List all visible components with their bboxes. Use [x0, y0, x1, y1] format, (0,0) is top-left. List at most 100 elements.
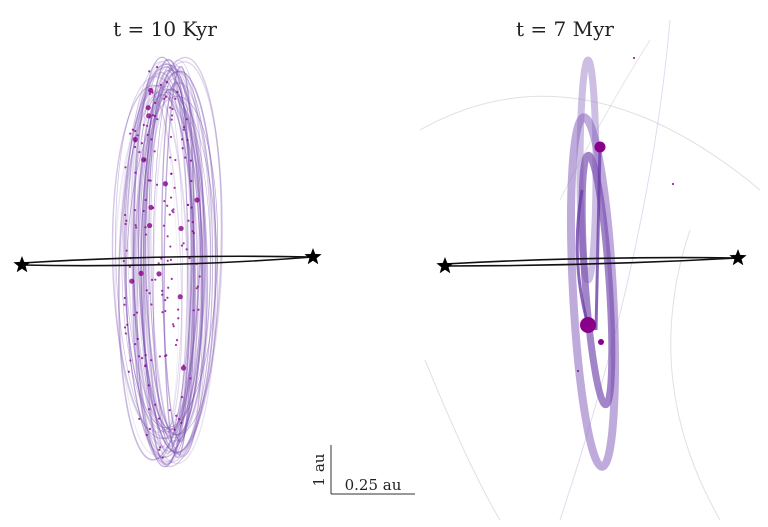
particle	[145, 289, 148, 292]
planet	[580, 317, 596, 333]
particle	[129, 359, 132, 362]
orbit	[152, 81, 200, 443]
particle	[152, 114, 155, 117]
particle	[148, 70, 151, 73]
particle	[124, 166, 127, 169]
particle	[123, 296, 126, 300]
particle	[123, 326, 127, 329]
orbit	[131, 61, 223, 463]
particle	[145, 433, 148, 437]
particle	[164, 309, 167, 313]
planet	[594, 141, 606, 153]
orbit	[139, 93, 179, 431]
particle	[168, 213, 171, 216]
particle	[160, 289, 164, 292]
particle	[178, 417, 181, 421]
particle	[144, 198, 147, 202]
particle	[194, 197, 200, 203]
particle	[185, 248, 188, 251]
particle	[177, 317, 180, 320]
orbit	[152, 78, 192, 446]
particle	[157, 417, 161, 420]
orbit	[137, 93, 196, 431]
particle	[134, 129, 137, 133]
particle	[577, 370, 579, 372]
particle	[156, 118, 159, 121]
particle	[128, 265, 131, 268]
particle	[138, 417, 141, 420]
particle	[132, 136, 138, 143]
orbit	[142, 68, 207, 456]
particle	[162, 181, 168, 187]
particle	[148, 292, 151, 295]
orbit	[111, 84, 205, 440]
particle	[122, 259, 125, 263]
particle	[141, 157, 147, 163]
particle	[159, 83, 162, 86]
scale-label: 1 au	[310, 453, 328, 486]
star	[729, 249, 747, 266]
orbit	[127, 59, 217, 465]
particle	[131, 128, 134, 131]
particle	[162, 224, 166, 227]
particle	[134, 224, 137, 227]
particle	[161, 311, 164, 314]
particle	[153, 150, 156, 153]
particle	[124, 222, 127, 226]
faint-arc	[424, 359, 501, 521]
particle	[170, 118, 173, 121]
particle	[189, 377, 192, 380]
particle	[123, 303, 126, 306]
planet	[598, 339, 604, 345]
orbit	[148, 80, 190, 444]
particle	[166, 259, 169, 262]
particle	[146, 113, 152, 119]
particle	[171, 323, 175, 326]
orbit	[132, 71, 199, 453]
particle	[149, 179, 152, 182]
particle	[174, 343, 178, 347]
particle	[163, 199, 166, 203]
particle	[143, 158, 146, 161]
particle	[127, 370, 130, 373]
particle	[175, 339, 179, 342]
particle	[198, 275, 201, 278]
particle	[154, 403, 157, 406]
particle	[135, 311, 139, 314]
particle	[184, 156, 187, 159]
particle	[161, 456, 164, 459]
particle	[140, 142, 144, 145]
particle	[196, 285, 199, 288]
particle	[133, 209, 137, 212]
particle	[136, 337, 139, 341]
orbit	[147, 69, 189, 455]
particle	[182, 364, 185, 367]
particle	[158, 448, 161, 451]
panel-right	[419, 19, 761, 521]
particle	[125, 249, 128, 252]
particle	[133, 145, 137, 149]
particle	[165, 354, 168, 357]
particle	[169, 135, 173, 139]
particle	[177, 294, 183, 300]
particle	[173, 186, 176, 189]
orbit	[133, 56, 194, 468]
particle	[167, 286, 170, 289]
particle	[124, 332, 127, 335]
particle	[170, 277, 173, 280]
particle	[146, 124, 149, 127]
particle	[145, 105, 151, 111]
orbit	[142, 58, 193, 466]
particle	[166, 204, 169, 207]
particle	[134, 171, 137, 174]
particle	[156, 271, 162, 277]
particle	[138, 270, 144, 276]
particle	[134, 226, 138, 229]
particle	[154, 278, 157, 281]
orbit	[130, 90, 190, 434]
particle	[181, 138, 184, 141]
particle	[633, 57, 635, 59]
particle	[168, 409, 171, 412]
particle	[144, 226, 147, 229]
